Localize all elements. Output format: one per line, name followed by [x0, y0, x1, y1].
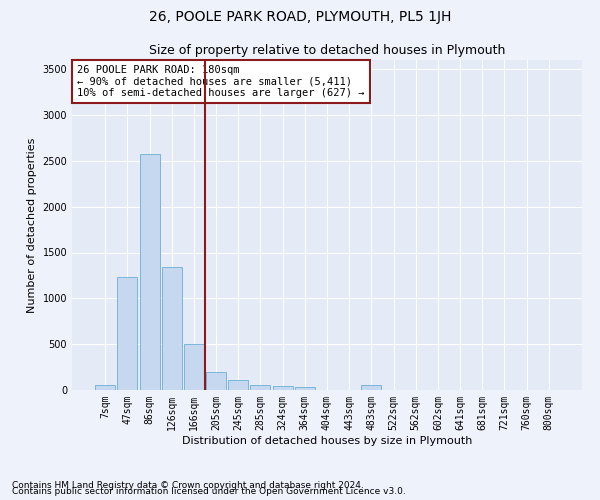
- Bar: [295, 387, 315, 390]
- Bar: [95, 385, 115, 390]
- Bar: [250, 385, 271, 390]
- X-axis label: Distribution of detached houses by size in Plymouth: Distribution of detached houses by size …: [182, 436, 472, 446]
- Y-axis label: Number of detached properties: Number of detached properties: [27, 138, 37, 312]
- Bar: [162, 267, 182, 390]
- Bar: [118, 277, 137, 390]
- Bar: [206, 372, 226, 390]
- Title: Size of property relative to detached houses in Plymouth: Size of property relative to detached ho…: [149, 44, 505, 58]
- Bar: [140, 154, 160, 390]
- Bar: [272, 386, 293, 390]
- Text: Contains public sector information licensed under the Open Government Licence v3: Contains public sector information licen…: [12, 488, 406, 496]
- Text: Contains HM Land Registry data © Crown copyright and database right 2024.: Contains HM Land Registry data © Crown c…: [12, 481, 364, 490]
- Bar: [361, 386, 382, 390]
- Bar: [184, 344, 204, 390]
- Text: 26 POOLE PARK ROAD: 180sqm
← 90% of detached houses are smaller (5,411)
10% of s: 26 POOLE PARK ROAD: 180sqm ← 90% of deta…: [77, 65, 365, 98]
- Bar: [228, 380, 248, 390]
- Text: 26, POOLE PARK ROAD, PLYMOUTH, PL5 1JH: 26, POOLE PARK ROAD, PLYMOUTH, PL5 1JH: [149, 10, 451, 24]
